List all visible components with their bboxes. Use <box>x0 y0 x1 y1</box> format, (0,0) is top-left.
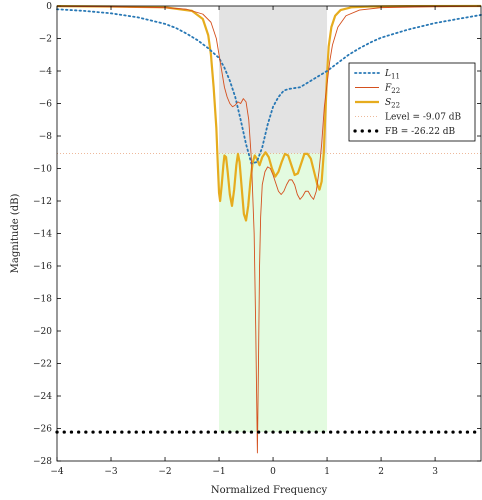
legend-entry-label: Level = -9.07 dB <box>385 113 462 123</box>
y-tick-label: 0 <box>46 2 52 12</box>
series-layer <box>55 4 482 454</box>
y-tick-label: −14 <box>33 230 52 240</box>
x-tick-label: 1 <box>324 467 330 477</box>
x-tick-label: 0 <box>270 467 276 477</box>
x-tick-label: 2 <box>378 467 384 477</box>
y-tick-label: −10 <box>33 165 52 175</box>
y-tick-label: −16 <box>33 262 52 272</box>
y-tick-label: −22 <box>33 360 52 370</box>
series-line-f22 <box>56 5 482 454</box>
x-tick-label: −2 <box>158 467 171 477</box>
x-tick-label: 3 <box>432 467 438 477</box>
y-tick-label: −20 <box>33 327 52 337</box>
x-axis-ticks: −4 −3 −2 −1 0 1 2 3 <box>50 6 438 477</box>
series-line-l11 <box>56 8 482 165</box>
y-tick-label: −8 <box>39 132 53 142</box>
legend: L11 F22 S22 Level = -9.07 dB FB = -26.22 dB <box>348 62 476 142</box>
y-tick-label: −6 <box>39 100 53 110</box>
passband-gray-region <box>219 6 328 154</box>
series-line-s22 <box>56 4 482 222</box>
x-tick-label: −3 <box>104 467 118 477</box>
legend-entry-label: S22 <box>385 98 400 110</box>
x-tick-label: −1 <box>212 467 225 477</box>
y-axis-ticks: 0 −2 −4 −6 −8 −10 −12 −14 −16 −18 −20 −22 −24 −26 −28 <box>33 2 481 467</box>
passband-green-region <box>219 153 328 433</box>
y-tick-label: −24 <box>33 392 52 402</box>
y-tick-label: −4 <box>39 67 53 77</box>
legend-entry-label: FB = -26.22 dB <box>385 127 456 137</box>
legend-entry-label: F22 <box>384 84 400 96</box>
y-axis-label: Magnitude (dB) <box>10 194 21 274</box>
shaded-bands <box>219 6 328 433</box>
legend-entry-label: L11 <box>384 69 400 81</box>
x-tick-label: −4 <box>50 467 64 477</box>
y-tick-label: −2 <box>39 35 52 45</box>
x-axis-label: Normalized Frequency <box>211 485 328 496</box>
y-tick-label: −28 <box>33 457 52 467</box>
y-tick-label: −12 <box>33 197 52 207</box>
y-tick-label: −26 <box>33 425 52 435</box>
y-tick-label: −18 <box>33 295 52 305</box>
